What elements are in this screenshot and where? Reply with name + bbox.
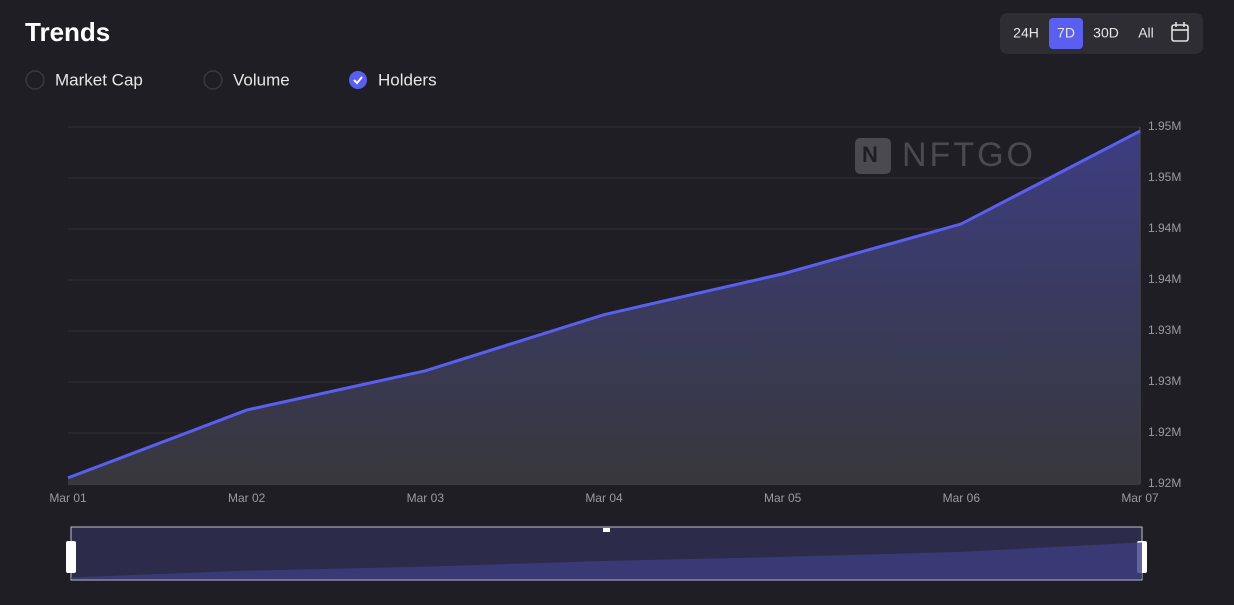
area: [68, 131, 1140, 484]
radio-checked[interactable]: [349, 71, 367, 89]
watermark: N NFTGO: [855, 136, 1036, 174]
check-mark: [353, 76, 363, 85]
y-tick-label: 1.95M: [1148, 119, 1181, 133]
x-tick-label: Mar 02: [228, 491, 266, 505]
title: Trends: [25, 17, 110, 47]
calendar-icon[interactable]: [1171, 22, 1189, 42]
x-tick-label: Mar 04: [585, 491, 623, 505]
svg-text:N: N: [862, 142, 878, 167]
y-tick-label: 1.92M: [1148, 425, 1181, 439]
x-tick-label: Mar 07: [1121, 491, 1159, 505]
metric-label[interactable]: Market Cap: [55, 70, 143, 89]
y-tick-label: 1.95M: [1148, 170, 1181, 184]
x-tick-label: Mar 06: [943, 491, 981, 505]
metric-label[interactable]: Holders: [378, 70, 437, 89]
range-button[interactable]: All: [1138, 25, 1154, 41]
line: [67, 129, 1141, 480]
x-tick-label: Mar 05: [764, 491, 802, 505]
x-tick-label: Mar 01: [49, 491, 87, 505]
watermark-text: NFTGO: [902, 136, 1036, 174]
range-active: [1049, 18, 1083, 49]
metric-label[interactable]: Volume: [233, 70, 290, 89]
radio[interactable]: [25, 70, 45, 90]
navigator-area: [71, 542, 1142, 579]
range-button[interactable]: 24H: [1013, 25, 1039, 41]
y-tick-label: 1.94M: [1148, 272, 1181, 286]
y-tick-label: 1.93M: [1148, 374, 1181, 388]
y-tick-label: 1.94M: [1148, 221, 1181, 235]
y-tick-label: 1.92M: [1148, 476, 1181, 490]
y-tick-label: 1.93M: [1148, 323, 1181, 337]
range-button[interactable]: 7D: [1057, 25, 1075, 41]
x-tick-label: Mar 03: [407, 491, 445, 505]
radio[interactable]: [203, 70, 223, 90]
range-button[interactable]: 30D: [1093, 25, 1119, 41]
